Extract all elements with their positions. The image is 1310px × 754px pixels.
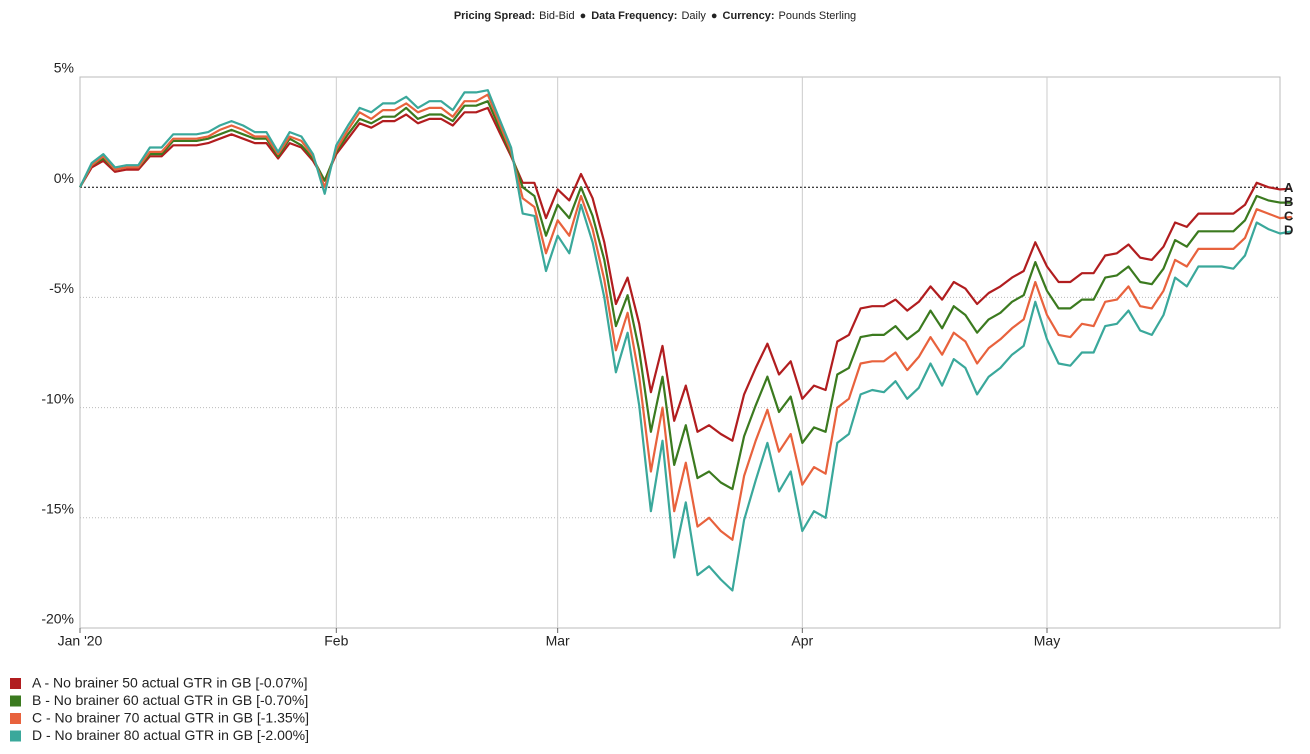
legend-label: B - No brainer 60 actual GTR in GB [-0.7… xyxy=(32,692,308,708)
header-value: Daily xyxy=(681,10,706,22)
y-tick-label: -5% xyxy=(49,280,74,296)
header-label: Data Frequency: xyxy=(591,10,677,22)
header-label: Pricing Spread: xyxy=(454,10,535,22)
header-value: Bid-Bid xyxy=(539,10,574,22)
end-label: B xyxy=(1284,194,1293,209)
y-tick-label: 5% xyxy=(54,60,74,76)
y-tick-label: 0% xyxy=(54,170,74,186)
legend-swatch xyxy=(10,695,21,707)
legend-swatch xyxy=(10,730,21,742)
chart-header: Pricing Spread: Bid-Bid ● Data Frequency: Da… xyxy=(454,10,856,22)
x-tick-label: Apr xyxy=(791,633,813,649)
end-label: C xyxy=(1284,208,1294,223)
legend-swatch xyxy=(10,678,21,689)
header-separator: ● xyxy=(711,10,718,22)
series-line xyxy=(79,93,1292,541)
header-label: Currency: xyxy=(723,10,775,22)
legend-label: A - No brainer 50 actual GTR in GB [-0.0… xyxy=(32,675,307,691)
y-tick-label: -10% xyxy=(41,390,74,406)
header-separator: ● xyxy=(580,10,587,22)
header-value: Pounds Sterling xyxy=(779,10,857,22)
legend-label: D - No brainer 80 actual GTR in GB [-2.0… xyxy=(32,727,309,743)
x-tick-label: Jan '20 xyxy=(58,633,103,649)
x-tick-label: Mar xyxy=(546,633,570,649)
x-tick-label: Feb xyxy=(324,633,348,649)
legend-label: C - No brainer 70 actual GTR in GB [-1.3… xyxy=(32,710,309,726)
y-tick-label: -15% xyxy=(41,501,74,517)
plot-frame xyxy=(79,76,1281,629)
y-tick-label: -20% xyxy=(41,611,74,627)
legend-swatch xyxy=(10,713,21,724)
x-tick-label: May xyxy=(1034,633,1060,649)
series-line xyxy=(79,89,1292,592)
series-line xyxy=(79,100,1292,491)
end-label: D xyxy=(1284,223,1293,238)
series-line xyxy=(79,106,1292,442)
end-label: A xyxy=(1284,180,1294,195)
